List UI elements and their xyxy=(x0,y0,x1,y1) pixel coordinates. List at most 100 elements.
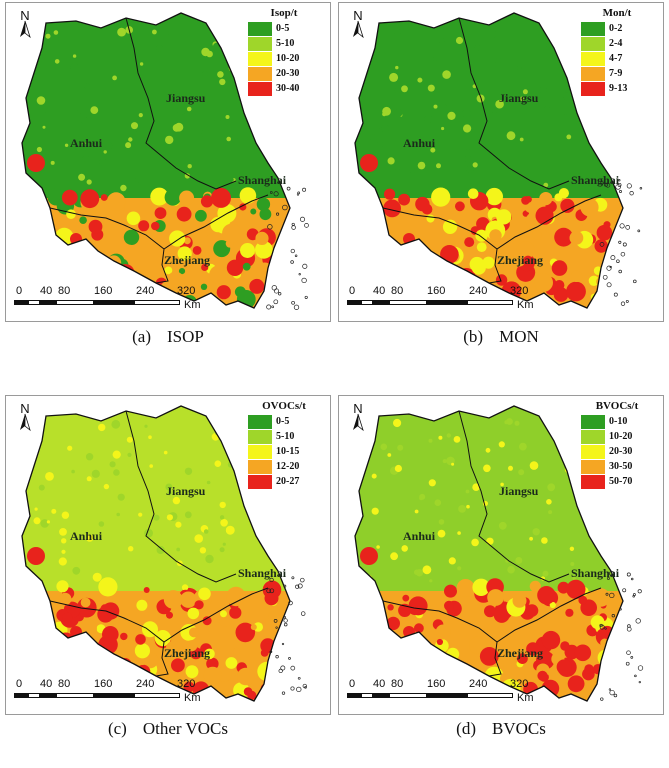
map-pixel xyxy=(393,418,402,428)
coastal-island xyxy=(271,285,277,291)
scale-segment xyxy=(372,301,390,304)
map-pixel xyxy=(255,231,269,245)
scale-segment xyxy=(93,694,135,697)
map-pixel xyxy=(85,453,94,461)
map-pixel xyxy=(539,86,547,94)
coastal-island xyxy=(290,686,295,691)
map-pixel xyxy=(591,588,610,607)
coastal-island xyxy=(634,674,637,678)
map-pixel xyxy=(231,133,238,141)
map-pixel xyxy=(426,214,435,223)
map-pixel xyxy=(486,537,494,545)
scale-segment xyxy=(15,301,29,304)
map-pixel xyxy=(437,529,446,538)
map-pixel xyxy=(399,167,405,173)
coastal-island xyxy=(630,577,634,581)
legend-label: 7-9 xyxy=(609,68,623,79)
coastal-island xyxy=(618,269,622,274)
map-pixel xyxy=(179,190,195,206)
map-pixel xyxy=(240,449,246,455)
map-pixel xyxy=(398,193,410,206)
map-pixel xyxy=(165,483,173,491)
map-pixel xyxy=(98,577,118,597)
map-pixel xyxy=(453,436,461,443)
map-pixel xyxy=(220,519,228,527)
map-pixel xyxy=(457,531,461,535)
scale-tick-label: 0 xyxy=(16,678,23,690)
coastal-island xyxy=(273,288,280,294)
map-pixel xyxy=(92,572,102,582)
coastal-island xyxy=(304,223,309,228)
legend-label: 9-13 xyxy=(609,83,628,94)
map-pixel xyxy=(135,634,146,645)
map-pixel xyxy=(150,187,169,206)
map-pixel xyxy=(467,188,479,199)
coastal-island xyxy=(630,656,634,659)
map-pixel xyxy=(456,579,475,597)
map-pixel xyxy=(433,104,438,109)
map-pixel xyxy=(516,65,522,71)
map-pixel xyxy=(419,496,423,501)
panel-caption-c: (c) Other VOCs xyxy=(5,719,331,739)
coastal-island xyxy=(297,583,303,589)
map-pixel xyxy=(200,195,214,208)
map-pixel xyxy=(61,549,66,554)
legend-label: 0-10 xyxy=(609,416,628,427)
region-label-zhejiang: Zhejiang xyxy=(497,253,544,267)
map-pixel xyxy=(229,606,242,619)
region-label-anhui: Anhui xyxy=(403,529,436,543)
map-pixel xyxy=(187,607,200,620)
map-pixel xyxy=(498,521,507,530)
map-pixel xyxy=(50,160,55,165)
map-pixel xyxy=(599,282,610,292)
map-pixel xyxy=(86,476,92,482)
legend-swatch xyxy=(581,459,605,474)
map-pixel xyxy=(222,223,242,243)
legend-label: 20-30 xyxy=(609,446,633,457)
map-pixel xyxy=(518,469,525,476)
map-pixel xyxy=(166,611,173,619)
map-pixel xyxy=(572,576,576,581)
scale-tick-label: 80 xyxy=(391,285,404,297)
legend: Isop/t 0-5 5-10 10-20 20-30 30-40 xyxy=(248,7,320,96)
map-pixel xyxy=(106,192,126,211)
map-pixel xyxy=(184,511,192,519)
scale-bar: 0 40 80 160 240 320 Km xyxy=(12,678,202,708)
map-pixel xyxy=(76,662,85,671)
map-pixel xyxy=(235,622,256,643)
scale-segment xyxy=(362,301,372,304)
map-pixel xyxy=(240,243,255,258)
map-pixel xyxy=(220,610,227,618)
map-pixel xyxy=(202,71,209,78)
coastal-island xyxy=(626,572,631,577)
map-pixel xyxy=(36,146,42,153)
map-pixel xyxy=(525,196,532,203)
map-pixel xyxy=(543,182,549,188)
legend-entry: 50-70 xyxy=(581,474,653,489)
map-pixel xyxy=(228,28,238,37)
map-pixel xyxy=(418,662,435,679)
map-pixel xyxy=(485,187,503,206)
map-pixel xyxy=(186,640,198,652)
coastal-island xyxy=(613,292,618,297)
legend-entry: 5-10 xyxy=(248,429,320,444)
scale-tick-label: 160 xyxy=(94,285,113,297)
map-pixel xyxy=(560,198,575,213)
map-pixel xyxy=(433,57,437,61)
coastal-island xyxy=(273,299,279,305)
map-pixel xyxy=(206,234,213,241)
map-pixel xyxy=(570,562,575,566)
map-pixel xyxy=(566,281,586,302)
legend-swatch xyxy=(248,81,272,96)
coastal-island xyxy=(267,224,273,230)
map-pixel xyxy=(557,581,570,594)
map-pixel xyxy=(546,499,552,505)
map-hotspot xyxy=(27,154,45,172)
map-pixel xyxy=(90,253,106,270)
map-pixel xyxy=(588,275,600,286)
coastal-island xyxy=(617,182,622,187)
map-pixel xyxy=(253,622,263,632)
map-pixel xyxy=(134,643,150,659)
map-pixel xyxy=(414,623,424,634)
map-pixel xyxy=(97,606,114,623)
